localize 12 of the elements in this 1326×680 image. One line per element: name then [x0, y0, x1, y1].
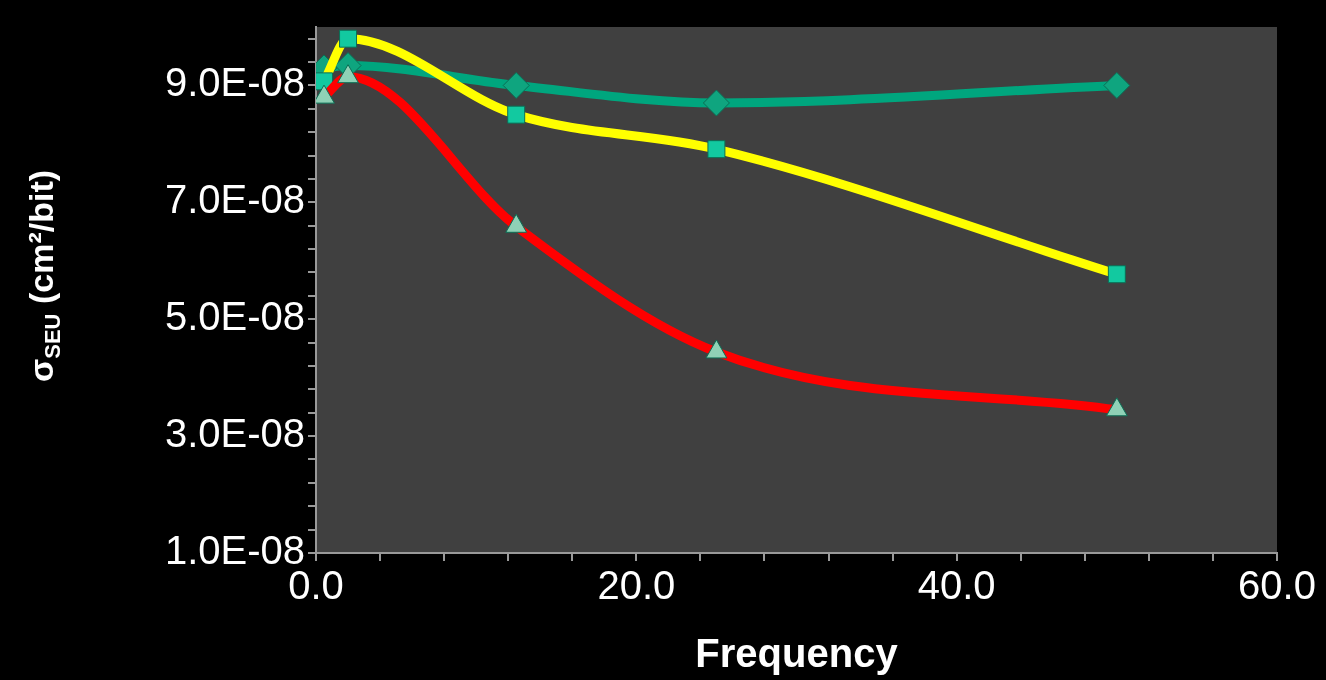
point [702, 89, 730, 117]
point [1103, 71, 1131, 99]
y-tick-label: 3.0E-08 [164, 411, 305, 456]
x-tick-label: 60.0 [1238, 563, 1316, 608]
point [502, 71, 530, 99]
x-tick-label: 20.0 [597, 563, 676, 608]
x-tick-label: 0.0 [288, 563, 344, 608]
x-axis-title: Frequency [695, 631, 899, 676]
y-tick-label: 7.0E-08 [164, 177, 305, 222]
x-tick-label: 40.0 [917, 563, 996, 608]
y-tick-label: 9.0E-08 [164, 60, 305, 105]
y-tick-label: 5.0E-08 [164, 294, 305, 339]
